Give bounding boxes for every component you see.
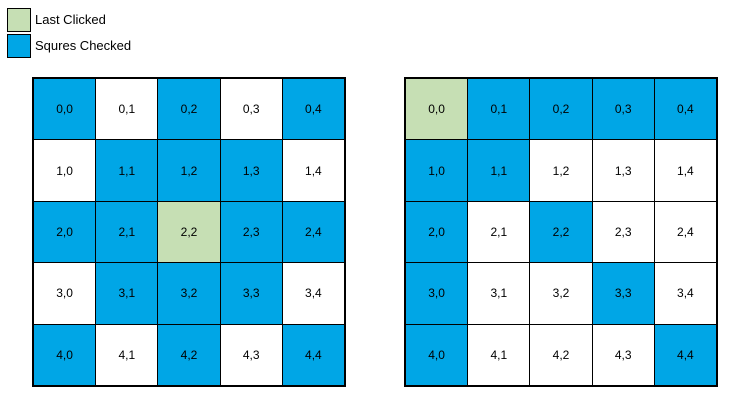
- squares-checked-swatch: [7, 34, 31, 58]
- grid-cell[interactable]: 2,4: [282, 201, 344, 263]
- grid-cell[interactable]: 4,3: [220, 324, 282, 385]
- grid-cell[interactable]: 1,1: [96, 140, 158, 201]
- grid-cell[interactable]: 1,1: [468, 140, 530, 201]
- grid-cell[interactable]: 4,4: [282, 324, 344, 385]
- grid-cell[interactable]: 2,2: [530, 201, 592, 263]
- grid-cell[interactable]: 3,0: [34, 263, 96, 324]
- grid-cell[interactable]: 2,1: [96, 201, 158, 263]
- grid-cell[interactable]: 2,3: [220, 201, 282, 263]
- grid-cell[interactable]: 0,4: [282, 79, 344, 140]
- grid-cell[interactable]: 1,2: [530, 140, 592, 201]
- grid-cell[interactable]: 4,3: [592, 324, 654, 385]
- grid-cell[interactable]: 4,1: [468, 324, 530, 385]
- grid-cell[interactable]: 4,2: [530, 324, 592, 385]
- legend-label-last-clicked: Last Clicked: [35, 12, 106, 27]
- grid-cell[interactable]: 3,4: [654, 263, 716, 324]
- grid-cell[interactable]: 4,0: [34, 324, 96, 385]
- grid-cell[interactable]: 0,2: [158, 79, 220, 140]
- grid-cell[interactable]: 3,1: [468, 263, 530, 324]
- grid-cell[interactable]: 1,3: [220, 140, 282, 201]
- grid-cell[interactable]: 1,0: [34, 140, 96, 201]
- legend-item-last-clicked: Last Clicked: [7, 7, 131, 33]
- grid-cell[interactable]: 2,2: [158, 201, 220, 263]
- grid-cell[interactable]: 1,3: [592, 140, 654, 201]
- grid-cell[interactable]: 0,2: [530, 79, 592, 140]
- grid-cell[interactable]: 1,4: [654, 140, 716, 201]
- grid-left: 0,0 0,1 0,2 0,3 0,4 1,0 1,1 1,2 1,3 1,4 2,0 2,1 2,2 2…: [32, 77, 346, 387]
- grid-cell[interactable]: 0,1: [468, 79, 530, 140]
- grid-cell[interactable]: 3,3: [220, 263, 282, 324]
- grid-cell[interactable]: 2,4: [654, 201, 716, 263]
- grid-cell[interactable]: 3,4: [282, 263, 344, 324]
- grid-cell[interactable]: 1,4: [282, 140, 344, 201]
- grid-cell[interactable]: 0,0: [34, 79, 96, 140]
- grid-cell[interactable]: 4,2: [158, 324, 220, 385]
- grid-cell[interactable]: 4,4: [654, 324, 716, 385]
- grid-cell[interactable]: 0,3: [220, 79, 282, 140]
- legend: Last Clicked Squres Checked: [7, 7, 131, 59]
- grid-cell[interactable]: 3,2: [158, 263, 220, 324]
- grid-cell[interactable]: 3,2: [530, 263, 592, 324]
- grid-cell[interactable]: 3,3: [592, 263, 654, 324]
- grid-right: 0,0 0,1 0,2 0,3 0,4 1,0 1,1 1,2 1,3 1,4 2,0 2,1 2,2 2…: [404, 77, 718, 387]
- grid-cell[interactable]: 4,1: [96, 324, 158, 385]
- grid-cell[interactable]: 2,0: [34, 201, 96, 263]
- last-clicked-swatch: [7, 8, 31, 32]
- grid-cell[interactable]: 2,1: [468, 201, 530, 263]
- grid-cell[interactable]: 0,4: [654, 79, 716, 140]
- legend-item-squares-checked: Squres Checked: [7, 33, 131, 59]
- grid-cell[interactable]: 0,0: [406, 79, 468, 140]
- grid-cell[interactable]: 1,2: [158, 140, 220, 201]
- grid-cell[interactable]: 2,3: [592, 201, 654, 263]
- grid-cell[interactable]: 1,0: [406, 140, 468, 201]
- grid-cell[interactable]: 2,0: [406, 201, 468, 263]
- grid-cell[interactable]: 0,1: [96, 79, 158, 140]
- grid-cell[interactable]: 0,3: [592, 79, 654, 140]
- grid-cell[interactable]: 3,0: [406, 263, 468, 324]
- legend-label-squares-checked: Squres Checked: [35, 38, 132, 53]
- grid-cell[interactable]: 4,0: [406, 324, 468, 385]
- grid-cell[interactable]: 3,1: [96, 263, 158, 324]
